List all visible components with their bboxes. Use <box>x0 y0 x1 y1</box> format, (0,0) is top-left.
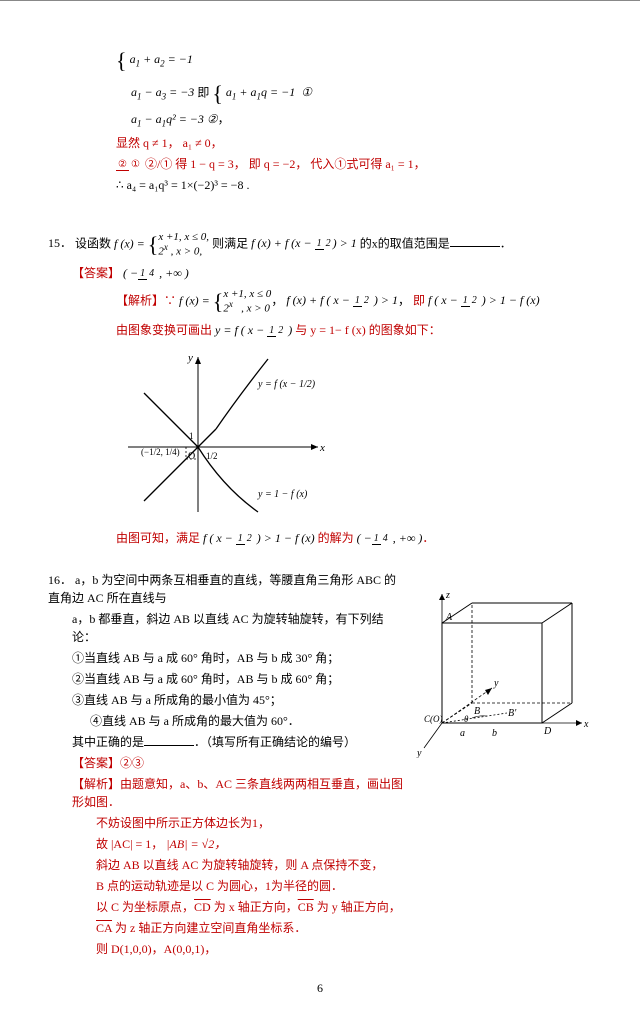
svg-text:y = f (x − 1/2): y = f (x − 1/2) <box>257 379 316 390</box>
q15-blank <box>450 234 500 247</box>
svg-text:B: B <box>474 706 480 717</box>
q15-conclusion: 由图可知，满足 f ( x − 12 ) > 1 − f (x) 的解为 ( −… <box>48 529 592 547</box>
q15-num: 15． <box>48 234 72 252</box>
q16-blank <box>144 733 194 746</box>
q16-jiexi4: 斜边 AB 以直线 AC 为旋转轴旋转，则 A 点保持不变， <box>48 856 404 874</box>
svg-text:(−1/2, 1/4): (−1/2, 1/4) <box>141 447 180 457</box>
svg-text:x: x <box>319 442 325 454</box>
sol14-line2: 显然 q ≠ 1， a₁ ≠ 0， <box>48 134 592 152</box>
svg-text:D: D <box>543 726 552 737</box>
q15-answer: 【答案】 ( −14 , +∞ ) <box>48 264 592 282</box>
svg-text:B': B' <box>508 708 517 719</box>
sol14-eq-system: { a1 + a2 = −1 a1 − a3 = −3 即 { a1 + a1q… <box>48 44 592 131</box>
svg-text:y: y <box>187 352 193 364</box>
q16-num: 16． <box>48 571 72 589</box>
svg-text:y = 1 − f (x): y = 1 − f (x) <box>257 489 308 500</box>
q16-jiexi7: CA 为 z 轴正方向建立空间直角坐标系． <box>48 919 404 937</box>
svg-text:1: 1 <box>189 431 194 441</box>
q16-opt3: ③直线 AB 与 a 所成角的最小值为 45°； <box>48 691 404 709</box>
svg-text:θ: θ <box>464 714 469 724</box>
page-number: 6 <box>48 981 592 996</box>
q16-stem2: a，b 都垂直，斜边 AB 以直线 AC 为旋转轴旋转，有下列结论： <box>48 610 404 646</box>
q16-opt4: ④直线 AB 与 a 所成角的最大值为 60°． <box>48 712 404 730</box>
q15-stem: 15． 设函数 f (x) = {x +1, x ≤ 0,2x , x > 0,… <box>48 228 592 261</box>
q15-graph: x y O y = f (x − 1/2) y = 1 − f (x) (−1/… <box>108 347 592 521</box>
svg-text:z: z <box>445 590 450 601</box>
sol14-line3: ②① ②/① 得 1 − q = 3， 即 q = −2， 代入①式可得 a₁ … <box>48 155 592 173</box>
text-ji: 即 <box>197 85 209 99</box>
sol14-line4: ∴ a₄ = a₁q³ = 1×(−2)³ = −8 . <box>48 176 592 194</box>
q16-jiexi3: 故 |AC| = 1， |AB| = √2， <box>48 835 404 853</box>
q16-opt2: ②当直线 AB 与 a 成 60° 角时，AB 与 b 成 60° 角； <box>48 670 404 688</box>
q16-jiexi8: 则 D(1,0,0)，A(0,0,1)， <box>48 940 404 958</box>
q16-figure: x y z y <box>412 588 592 762</box>
q15-jiexi-1: 【解析】∵ f (x) = {x +1, x ≤ 02x , x > 0， f … <box>48 285 592 318</box>
svg-text:A: A <box>445 612 453 623</box>
svg-text:x: x <box>583 719 589 730</box>
q16-row: 16． a，b 为空间中两条互相垂直的直线，等腰直角三角形 ABC 的直角边 A… <box>48 568 592 961</box>
svg-text:y: y <box>493 678 499 689</box>
svg-text:y: y <box>416 748 422 758</box>
q15-graph-intro: 由图象变换可画出 y = f ( x − 12 ) 与 y = 1− f (x)… <box>48 321 592 339</box>
svg-text:C(O): C(O) <box>424 714 443 724</box>
q16-answer: 【答案】②③ <box>48 754 404 772</box>
q16-stem1: 16． a，b 为空间中两条互相垂直的直线，等腰直角三角形 ABC 的直角边 A… <box>48 571 404 607</box>
page: { a1 + a2 = −1 a1 − a3 = −3 即 { a1 + a1q… <box>0 0 640 1016</box>
q16-jiexi6: 以 C 为坐标原点，CD 为 x 轴正方向，CB 为 y 轴正方向， <box>48 898 404 916</box>
svg-text:a: a <box>460 728 465 739</box>
q16-jiexi2: 不妨设图中所示正方体边长为1， <box>48 814 404 832</box>
q16-jiexi1: 【解析】由题意知，a、b、AC 三条直线两两相互垂直，画出图形如图． <box>48 775 404 811</box>
q16-ask: 其中正确的是．（填写所有正确结论的编号） <box>48 733 404 751</box>
svg-text:1/2: 1/2 <box>206 451 218 461</box>
q16-jiexi5: B 点的运动轨迹是以 C 为圆心，1为半径的圆． <box>48 877 404 895</box>
q16-opt1: ①当直线 AB 与 a 成 60° 角时，AB 与 b 成 30° 角； <box>48 649 404 667</box>
svg-text:b: b <box>492 728 497 739</box>
